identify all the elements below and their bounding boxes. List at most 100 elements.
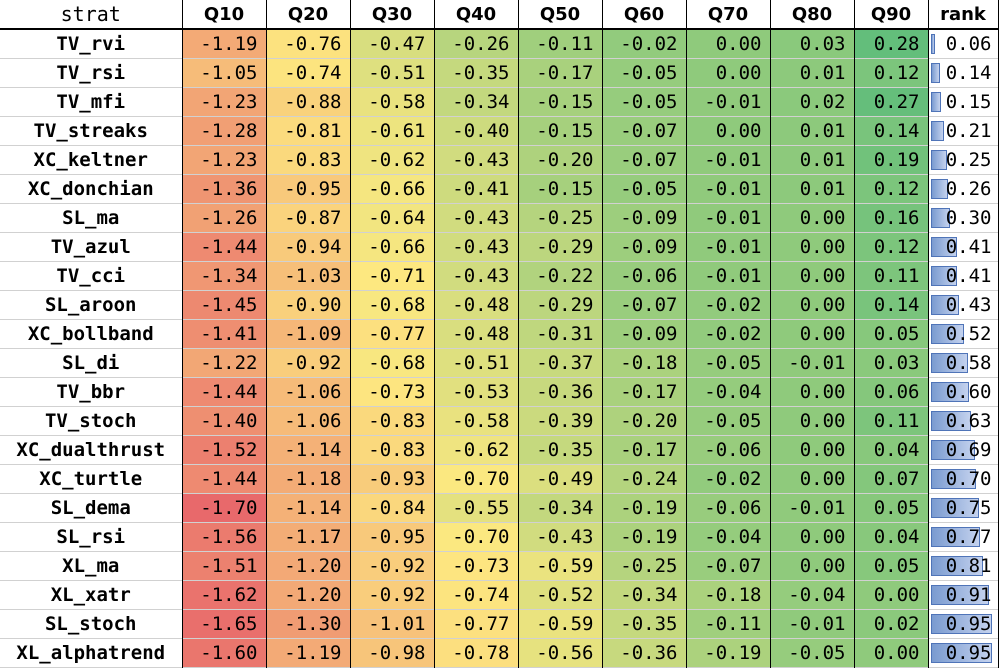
rank-cell: 0.95: [928, 638, 999, 668]
rank-cell: 0.06: [928, 29, 999, 59]
quantile-cell-q30: -0.51: [350, 58, 435, 88]
quantile-cell-q50: -0.15: [518, 87, 603, 117]
quantile-cell-q80: 0.00: [770, 377, 855, 407]
quantile-cell-q60: -0.35: [602, 609, 687, 639]
quantile-cell-q50: -0.17: [518, 58, 603, 88]
table-row: XC_keltner -1.23 -0.83 -0.62 -0.43 -0.20 -0.07…: [0, 145, 999, 175]
column-header-rank: rank: [928, 0, 999, 30]
quantile-cell-q20: -1.20: [266, 580, 351, 610]
strategy-name-cell: SL_dema: [0, 493, 183, 523]
quantile-cell-q20: -1.19: [266, 638, 351, 668]
quantile-cell-q60: -0.19: [602, 493, 687, 523]
quantile-cell-q30: -0.71: [350, 261, 435, 291]
quantile-cell-q90: 0.11: [854, 406, 929, 436]
quantile-cell-q70: -0.01: [686, 232, 771, 262]
rank-value: 0.21: [945, 119, 992, 142]
table-row: XL_alphatrend -1.60 -1.19 -0.98 -0.78 -0.56 -0…: [0, 638, 999, 668]
rank-cell: 0.21: [928, 116, 999, 146]
quantile-cell-q70: -0.18: [686, 580, 771, 610]
quantile-cell-q40: -0.70: [434, 522, 519, 552]
quantile-cell-q80: -0.04: [770, 580, 855, 610]
quantile-cell-q70: -0.01: [686, 261, 771, 291]
quantile-cell-q70: -0.04: [686, 522, 771, 552]
quantile-cell-q50: -0.36: [518, 377, 603, 407]
strategy-name-cell: TV_mfi: [0, 87, 183, 117]
quantile-cell-q90: 0.07: [854, 464, 929, 494]
quantile-cell-q30: -0.68: [350, 348, 435, 378]
quantile-cell-q70: -0.02: [686, 319, 771, 349]
quantile-cell-q30: -0.62: [350, 145, 435, 175]
quantile-cell-q60: -0.18: [602, 348, 687, 378]
rank-cell: 0.95: [928, 609, 999, 639]
quantile-cell-q80: 0.02: [770, 87, 855, 117]
quantile-cell-q40: -0.62: [434, 435, 519, 465]
quantile-cell-q80: 0.00: [770, 203, 855, 233]
quantile-cell-q10: -1.22: [182, 348, 267, 378]
rank-data-bar: [930, 295, 959, 315]
quantile-cell-q90: 0.14: [854, 116, 929, 146]
table-row: SL_di -1.22 -0.92 -0.68 -0.51 -0.37 -0.18 -0.05…: [0, 348, 999, 378]
quantile-cell-q10: -1.40: [182, 406, 267, 436]
quantile-cell-q10: -1.05: [182, 58, 267, 88]
quantile-cell-q40: -0.78: [434, 638, 519, 668]
quantile-cell-q20: -0.76: [266, 29, 351, 59]
quantile-cell-q40: -0.74: [434, 580, 519, 610]
quantile-cell-q10: -1.23: [182, 145, 267, 175]
rank-cell: 0.81: [928, 551, 999, 581]
quantile-cell-q40: -0.51: [434, 348, 519, 378]
quantile-cell-q10: -1.62: [182, 580, 267, 610]
quantile-cell-q40: -0.55: [434, 493, 519, 523]
quantile-cell-q40: -0.48: [434, 290, 519, 320]
quantile-cell-q80: -0.01: [770, 348, 855, 378]
quantile-cell-q80: -0.01: [770, 493, 855, 523]
quantile-cell-q60: -0.07: [602, 145, 687, 175]
quantile-cell-q50: -0.15: [518, 174, 603, 204]
quantile-cell-q10: -1.19: [182, 29, 267, 59]
quantile-cell-q80: 0.01: [770, 145, 855, 175]
strategy-name-cell: TV_rvi: [0, 29, 183, 59]
quantile-cell-q20: -1.06: [266, 406, 351, 436]
table-row: TV_cci -1.34 -1.03 -0.71 -0.43 -0.22 -0.06 -0.0…: [0, 261, 999, 291]
quantile-cell-q50: -0.31: [518, 319, 603, 349]
rank-data-bar: [930, 498, 979, 518]
quantile-cell-q60: -0.07: [602, 290, 687, 320]
table-row: XC_dualthrust -1.52 -1.14 -0.83 -0.62 -0.35 -0…: [0, 435, 999, 465]
quantile-cell-q20: -1.14: [266, 493, 351, 523]
rank-cell: 0.91: [928, 580, 999, 610]
quantile-cell-q30: -0.92: [350, 551, 435, 581]
quantile-cell-q50: -0.11: [518, 29, 603, 59]
quantile-cell-q70: -0.11: [686, 609, 771, 639]
rank-cell: 0.77: [928, 522, 999, 552]
quantile-cell-q60: -0.19: [602, 522, 687, 552]
quantile-cell-q40: -0.58: [434, 406, 519, 436]
quantile-cell-q80: 0.00: [770, 232, 855, 262]
rank-cell: 0.69: [928, 435, 999, 465]
quantile-cell-q90: 0.12: [854, 174, 929, 204]
quantile-cell-q90: 0.06: [854, 377, 929, 407]
quantile-cell-q10: -1.44: [182, 377, 267, 407]
quantile-cell-q70: -0.06: [686, 493, 771, 523]
rank-value: 0.14: [945, 61, 992, 84]
table-row: XC_turtle -1.44 -1.18 -0.93 -0.70 -0.49 -0.24-…: [0, 464, 999, 494]
quantile-cell-q30: -0.95: [350, 522, 435, 552]
quantile-cell-q30: -0.66: [350, 174, 435, 204]
rank-value: 0.75: [945, 496, 992, 519]
rank-cell: 0.14: [928, 58, 999, 88]
quantile-cell-q10: -1.56: [182, 522, 267, 552]
column-header-q90: Q90: [854, 0, 929, 30]
strategy-name-cell: SL_stoch: [0, 609, 183, 639]
quantile-cell-q90: 0.12: [854, 232, 929, 262]
quantile-cell-q70: -0.19: [686, 638, 771, 668]
quantile-cell-q60: -0.36: [602, 638, 687, 668]
rank-value: 0.30: [945, 206, 992, 229]
rank-cell: 0.60: [928, 377, 999, 407]
quantile-cell-q50: -0.39: [518, 406, 603, 436]
table-row: XC_donchian -1.36 -0.95 -0.66 -0.41 -0.15 -0.0…: [0, 174, 999, 204]
quantile-cell-q10: -1.26: [182, 203, 267, 233]
rank-value: 0.70: [945, 467, 992, 490]
quantile-cell-q80: 0.00: [770, 261, 855, 291]
quantile-cell-q30: -0.61: [350, 116, 435, 146]
quantile-cell-q90: 0.16: [854, 203, 929, 233]
quantile-cell-q10: -1.51: [182, 551, 267, 581]
quantile-cell-q30: -0.64: [350, 203, 435, 233]
